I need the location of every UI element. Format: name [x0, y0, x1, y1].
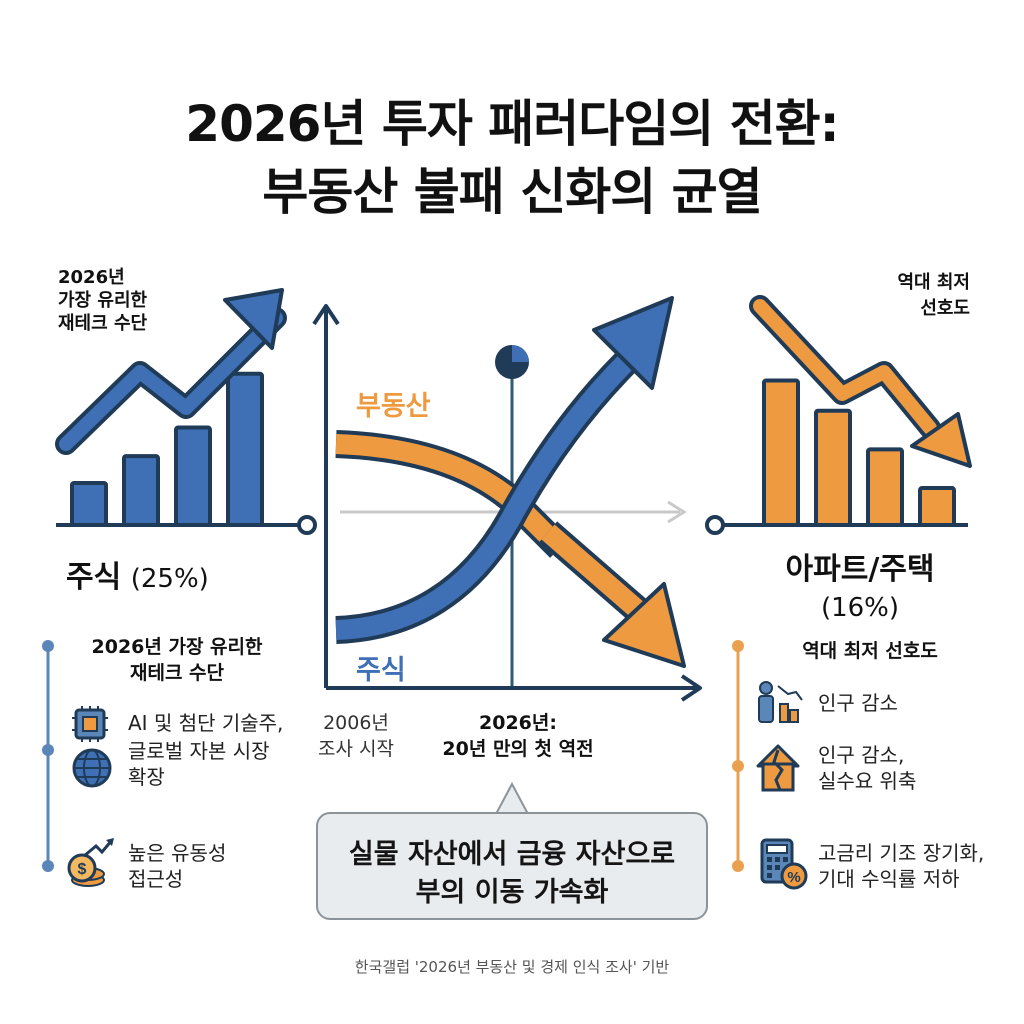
realestate-item-line: 인구 감소,	[818, 743, 905, 767]
realestate-curve-label: 부동산	[356, 391, 431, 422]
realestate-bar-4	[918, 486, 956, 528]
svg-text:$: $	[78, 861, 87, 878]
realestate-arrow-head	[910, 412, 972, 468]
realestate-bar-1	[762, 378, 800, 527]
callout-pointer	[494, 781, 530, 815]
realestate-item-line: 기대 수익률 저하	[818, 867, 960, 891]
stock-corner-label-line: 가장 유리한	[58, 290, 148, 311]
callout-line-1: 실물 자산에서 금융 자산으로	[348, 839, 676, 870]
population-decline-icon	[758, 681, 803, 723]
calculator-percent-icon: %	[760, 838, 808, 890]
chip-icon	[72, 706, 108, 742]
realestate-corner-label-line: 역대 최저	[897, 272, 970, 293]
stock-corner-label: 2026년 가장 유리한 재테크 수단	[58, 266, 147, 335]
realestate-asset-name: 아파트/주택	[785, 552, 935, 587]
crossover-label-line: 20년 만의 첫 역전	[442, 738, 594, 760]
stock-curve-label: 주식	[356, 655, 406, 686]
stock-asset-pct: (25%)	[130, 564, 209, 594]
realestate-baseline-start-dot	[705, 515, 725, 535]
stock-bar-group	[70, 371, 264, 527]
stock-bar-2	[122, 454, 160, 527]
stock-item-liquidity: 높은 유동성 접근성	[128, 840, 226, 892]
title-line-1: 2026년 투자 패러다임의 전환:	[185, 95, 839, 153]
stock-bar-1	[70, 481, 108, 527]
stock-curve-arrow-head	[592, 296, 674, 390]
realestate-list-heading: 역대 최저 선호도	[802, 640, 938, 662]
stock-item-line: 글로벌 자본 시장	[128, 739, 270, 763]
realestate-item-demand: 인구 감소, 실수요 위축	[818, 742, 916, 794]
stock-asset-title: 주식 (25%)	[66, 552, 209, 596]
realestate-bar-2	[814, 408, 852, 528]
callout-box: 실물 자산에서 금융 자산으로 부의 이동 가속화	[316, 812, 708, 920]
realestate-corner-label: 역대 최저 선호도	[846, 270, 970, 322]
realestate-item-line: 실수요 위축	[818, 769, 917, 793]
stock-item-line: 확장	[128, 765, 165, 789]
stock-bar-3	[174, 425, 212, 527]
stock-item-line: AI 및 첨단 기술주,	[128, 711, 284, 735]
realestate-corner-label-line: 선호도	[920, 298, 970, 319]
coin-growth-icon: $	[67, 838, 114, 887]
stock-arrow-head	[223, 288, 284, 350]
globe-icon	[72, 748, 112, 788]
stock-list-heading-line: 2026년 가장 유리한	[91, 636, 263, 658]
realestate-asset-title: 아파트/주택 (16%)	[740, 550, 980, 626]
realestate-asset-pct: (16%)	[820, 593, 900, 623]
title-line-2: 부동산 불패 신화의 균열	[262, 163, 762, 221]
realestate-item-population: 인구 감소	[818, 690, 898, 716]
start-year-label-line: 조사 시작	[318, 738, 394, 760]
stock-baseline-end-dot	[297, 515, 317, 535]
stock-corner-label-line: 2026년	[58, 267, 125, 288]
stock-item-line: 높은 유동성	[128, 841, 227, 865]
realestate-bar-group	[762, 378, 956, 528]
realestate-item-interest: 고금리 기조 장기화, 기대 수익률 저하	[818, 840, 984, 892]
realestate-item-line: 고금리 기조 장기화,	[818, 841, 985, 865]
stock-bar-4	[226, 371, 264, 527]
start-year-label-line: 2006년	[323, 712, 389, 734]
cracked-house-icon	[756, 744, 800, 792]
source-footer: 한국갤럽 '2026년 부동산 및 경제 인식 조사' 기반	[354, 958, 670, 976]
start-year-label: 2006년 조사 시작	[306, 710, 406, 762]
realestate-item-line: 인구 감소	[818, 691, 898, 715]
stock-list-heading: 2026년 가장 유리한 재테크 수단	[72, 634, 282, 686]
svg-text:%: %	[787, 869, 800, 886]
stock-asset-name: 주식	[66, 560, 122, 595]
realestate-bar-3	[866, 447, 904, 527]
crossover-label-line: 2026년:	[479, 712, 557, 734]
stock-corner-label-line: 재테크 수단	[58, 313, 148, 334]
stock-item-ai: AI 및 첨단 기술주,	[128, 710, 283, 736]
stock-list-heading-line: 재테크 수단	[129, 662, 224, 684]
crossover-label: 2026년: 20년 만의 첫 역전	[428, 710, 608, 762]
callout-line-2: 부의 이동 가속화	[415, 877, 609, 908]
stock-item-global: 글로벌 자본 시장 확장	[128, 738, 270, 790]
stock-item-line: 접근성	[128, 867, 184, 891]
